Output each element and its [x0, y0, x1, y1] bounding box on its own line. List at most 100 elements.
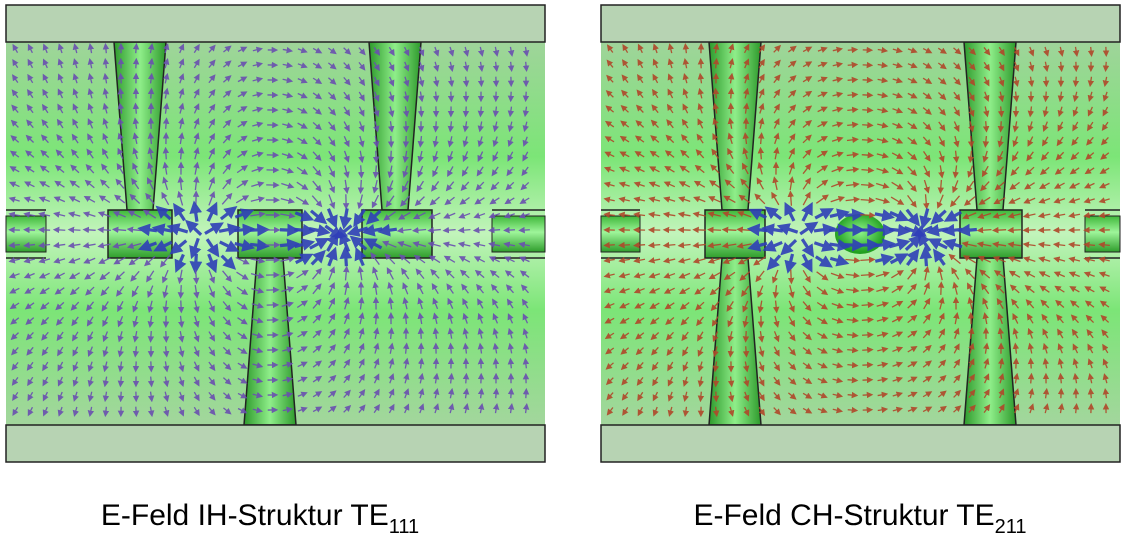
field-arrow: [847, 365, 854, 366]
field-arrow: [776, 301, 777, 310]
field-arrow: [376, 165, 377, 174]
field-arrow: [166, 121, 167, 129]
field-arrow: [116, 230, 126, 231]
field-arrow: [622, 245, 630, 246]
end-plate: [601, 5, 1120, 42]
field-arrow: [346, 254, 347, 266]
field-arrow: [166, 151, 167, 160]
field-arrow: [151, 331, 152, 339]
field-arrow: [462, 230, 471, 231]
field-arrow: [436, 92, 437, 99]
field-arrow: [481, 107, 482, 114]
field-arrow: [151, 392, 152, 399]
field-arrow: [121, 92, 122, 99]
field-arrow: [1046, 392, 1047, 399]
field-arrow: [136, 346, 137, 353]
field-arrow: [847, 140, 855, 141]
field-arrow: [477, 230, 486, 231]
field-arrow: [848, 395, 855, 396]
field-arrow: [926, 254, 927, 266]
field-arrow: [466, 346, 467, 353]
field-arrow: [862, 305, 871, 306]
field-arrow: [436, 121, 437, 128]
end-plate: [6, 425, 545, 462]
field-arrow: [862, 125, 870, 126]
end-plate: [6, 5, 545, 42]
field-arrow: [391, 331, 392, 339]
field-arrow: [160, 229, 173, 231]
field-arrow: [511, 407, 512, 413]
field-arrow: [1072, 245, 1080, 246]
field-arrow: [421, 106, 422, 113]
field-arrow: [986, 121, 987, 129]
field-arrow: [1076, 407, 1077, 413]
beam-pipe: [1085, 216, 1120, 252]
caption: E-Feld CH-Struktur TE211: [693, 499, 1026, 538]
field-arrow: [431, 230, 441, 231]
field-arrow: [861, 200, 872, 201]
field-arrow: [234, 229, 247, 230]
field-arrow: [875, 244, 888, 246]
field-arrow: [607, 215, 615, 216]
field-arrow: [791, 194, 792, 205]
field-arrow: [526, 362, 527, 369]
field-arrow: [376, 316, 377, 324]
caption-text: E-Feld IH-Struktur TE: [101, 499, 389, 532]
drift-tube: [238, 210, 302, 258]
field-arrow: [847, 350, 855, 351]
field-arrow: [1001, 106, 1002, 113]
field-arrow: [686, 47, 687, 53]
field-arrow: [446, 230, 455, 231]
field-arrow: [1031, 377, 1032, 384]
field-arrow: [731, 377, 732, 384]
field-arrow: [421, 361, 422, 368]
beam-pipe: [6, 216, 46, 252]
field-arrow: [1057, 245, 1065, 246]
field-arrow: [845, 245, 857, 246]
field-arrow: [971, 136, 972, 144]
field-arrow: [511, 62, 512, 68]
field-arrow: [466, 77, 467, 84]
field-arrow: [106, 407, 107, 413]
field-arrow: [761, 136, 762, 144]
field-arrow: [847, 110, 854, 111]
field-arrow: [151, 77, 152, 84]
field-arrow: [421, 136, 422, 144]
figure: E-Feld IH-Struktur TE111 E-Feld CH-Struk…: [0, 0, 1123, 543]
field-arrow: [196, 270, 197, 281]
field-arrow: [965, 230, 977, 231]
field-arrow: [12, 245, 20, 246]
field-arrow: [145, 229, 157, 231]
field-arrow: [391, 151, 392, 159]
field-arrow: [181, 285, 182, 295]
field-arrow: [731, 346, 732, 353]
field-arrow: [1046, 92, 1047, 99]
field-arrow: [121, 77, 122, 84]
drift-tube: [705, 210, 765, 258]
end-plate: [601, 425, 1120, 462]
field-arrow: [1016, 346, 1017, 353]
field-arrow: [652, 245, 660, 246]
field-arrow: [406, 346, 407, 353]
field-arrow: [716, 407, 717, 413]
field-arrow: [451, 346, 452, 353]
caption: E-Feld IH-Struktur TE111: [101, 499, 419, 538]
field-arrow: [481, 392, 482, 399]
field-arrow: [345, 208, 347, 221]
field-arrow: [711, 230, 721, 231]
field-arrow: [847, 95, 854, 96]
field-arrow: [862, 155, 871, 156]
field-arrow: [86, 230, 95, 231]
caption-subscript: 111: [389, 516, 419, 538]
field-arrow: [726, 230, 737, 231]
field-arrow: [829, 230, 843, 231]
field-arrow: [874, 230, 887, 231]
field-arrow: [829, 244, 842, 246]
field-arrow: [511, 362, 512, 369]
field-arrow: [716, 92, 717, 99]
field-arrow: [716, 62, 717, 69]
field-arrow: [861, 185, 871, 186]
field-arrow: [740, 230, 752, 231]
field-arrow: [526, 62, 527, 68]
field-arrow: [385, 229, 397, 231]
